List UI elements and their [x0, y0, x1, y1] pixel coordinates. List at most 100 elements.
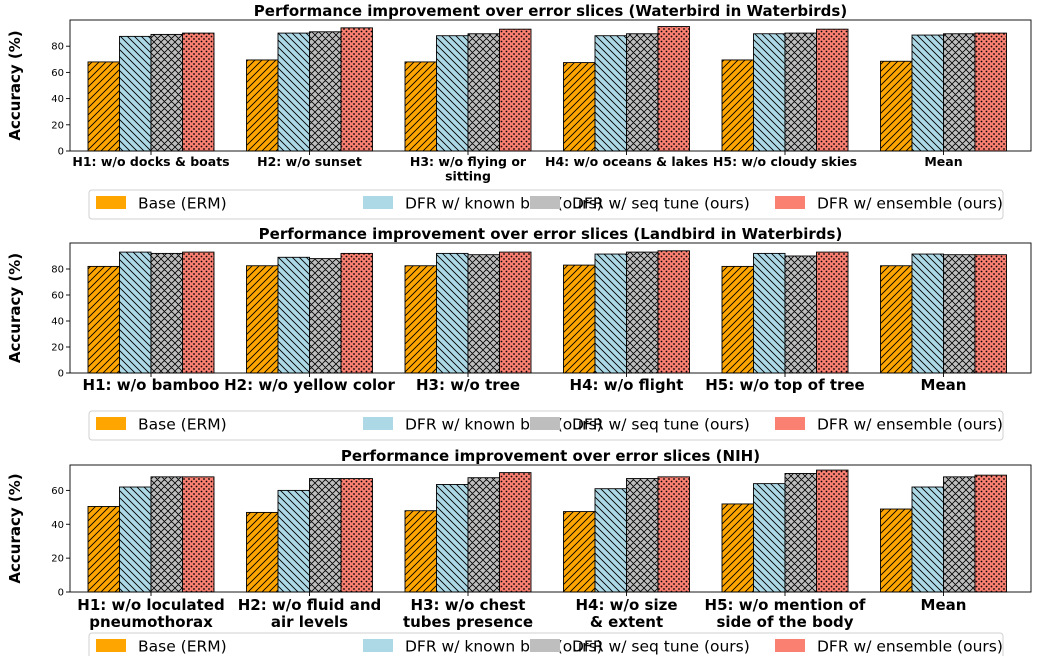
chart-title: Performance improvement over error slice… [259, 225, 843, 243]
bar-seq-4 [626, 251, 659, 374]
bar-known-2 [277, 256, 310, 374]
x-tick-label: H5: w/o cloudy skies [713, 154, 857, 169]
bar-seq-6 [943, 254, 976, 374]
y-tick-label: 80 [51, 265, 64, 276]
chart-3: Performance improvement over error slice… [6, 447, 1032, 656]
bar-seq-4 [626, 33, 659, 152]
x-tick-label: H4: w/o flight [570, 376, 684, 394]
bar-base-2 [246, 59, 279, 152]
y-tick-label: 0 [58, 588, 64, 599]
y-tick-label: 60 [51, 486, 64, 497]
bar-base-5 [721, 59, 754, 152]
legend-swatch-base [96, 417, 126, 430]
legend-label-base: Base (ERM) [138, 638, 227, 656]
x-tick-label: H2: w/o yellow color [224, 376, 395, 394]
bar-known-5 [753, 33, 786, 152]
y-tick-label: 80 [51, 42, 64, 53]
bar-seq-6 [943, 33, 976, 152]
bar-base-3 [404, 510, 437, 593]
legend-swatch-seq [530, 417, 560, 430]
bar-known-6 [911, 486, 944, 593]
bar-ensemble-4 [657, 250, 690, 374]
x-tick-label: H4: w/o oceans & lakes [545, 154, 708, 169]
plot-frame [69, 242, 1032, 374]
x-tick-label: H5: w/o top of tree [705, 376, 864, 394]
chart-title: Performance improvement over error slice… [341, 447, 760, 465]
y-tick-label: 20 [51, 120, 64, 131]
bar-ensemble-5 [816, 28, 849, 152]
legend-label-ensemble: DFR w/ ensemble (ours) [817, 195, 1003, 213]
y-tick-label: 20 [51, 554, 64, 565]
bar-seq-6 [943, 476, 976, 593]
bar-known-2 [277, 489, 310, 593]
bar-ensemble-6 [974, 254, 1007, 374]
bar-ensemble-5 [816, 469, 849, 593]
bar-known-1 [119, 486, 152, 593]
y-tick-label: 40 [51, 317, 64, 328]
legend-swatch-base [96, 639, 126, 652]
bar-ensemble-5 [816, 251, 849, 374]
bar-base-1 [87, 506, 120, 593]
bar-base-2 [246, 265, 279, 374]
y-tick-label: 60 [51, 68, 64, 79]
bar-known-5 [753, 483, 786, 593]
bar-base-1 [87, 61, 120, 152]
bar-base-3 [404, 265, 437, 374]
legend-swatch-ensemble [775, 417, 805, 430]
x-tick-label: Mean [921, 596, 967, 614]
bar-known-3 [436, 484, 469, 593]
legend-label-seq: DFR w/ seq tune (ours) [572, 416, 750, 434]
bar-base-4 [563, 62, 596, 152]
bar-known-2 [277, 32, 310, 152]
bar-seq-2 [309, 478, 342, 593]
legend-label-seq: DFR w/ seq tune (ours) [572, 195, 750, 213]
chart-2: Performance improvement over error slice… [6, 225, 1032, 441]
bar-seq-3 [467, 254, 500, 374]
y-tick-label: 0 [58, 369, 64, 380]
legend-label-ensemble: DFR w/ ensemble (ours) [817, 416, 1003, 434]
legend-swatch-ensemble [775, 196, 805, 209]
bar-known-1 [119, 35, 152, 152]
y-tick-label: 60 [51, 291, 64, 302]
bar-seq-3 [467, 33, 500, 152]
bar-ensemble-3 [499, 251, 532, 374]
y-axis-label: Accuracy (%) [6, 253, 24, 363]
legend-swatch-ensemble [775, 639, 805, 652]
plot-frame [69, 464, 1032, 593]
bar-seq-1 [150, 33, 183, 152]
y-tick-label: 0 [58, 147, 64, 158]
legend-swatch-known [363, 639, 393, 652]
bar-known-5 [753, 252, 786, 374]
bar-base-6 [880, 265, 913, 374]
legend-swatch-known [363, 196, 393, 209]
y-axis-label: Accuracy (%) [6, 30, 24, 140]
bar-base-4 [563, 264, 596, 374]
legend-label-base: Base (ERM) [138, 416, 227, 434]
bar-ensemble-6 [974, 474, 1007, 593]
bar-seq-5 [784, 473, 817, 593]
bar-known-6 [911, 34, 944, 152]
bar-ensemble-2 [340, 478, 373, 593]
bar-base-6 [880, 508, 913, 593]
x-tick-label: H3: w/o flying or sitting [410, 154, 527, 184]
legend-label-seq: DFR w/ seq tune (ours) [572, 638, 750, 656]
bar-ensemble-6 [974, 32, 1007, 152]
bar-base-5 [721, 265, 754, 374]
x-tick-label: Mean [924, 154, 962, 169]
bar-base-2 [246, 511, 279, 593]
bar-base-1 [87, 265, 120, 374]
bar-seq-5 [784, 32, 817, 152]
legend-swatch-seq [530, 639, 560, 652]
bar-ensemble-1 [182, 476, 215, 593]
bar-known-6 [911, 253, 944, 374]
bar-known-4 [594, 35, 627, 152]
bar-known-3 [436, 35, 469, 152]
bar-base-6 [880, 60, 913, 152]
bar-base-5 [721, 503, 754, 593]
plot-frame [69, 19, 1032, 152]
y-axis-label: Accuracy (%) [6, 473, 24, 583]
legend-swatch-known [363, 417, 393, 430]
bar-ensemble-2 [340, 27, 373, 152]
x-tick-label: H4: w/o size & extent [575, 596, 677, 631]
